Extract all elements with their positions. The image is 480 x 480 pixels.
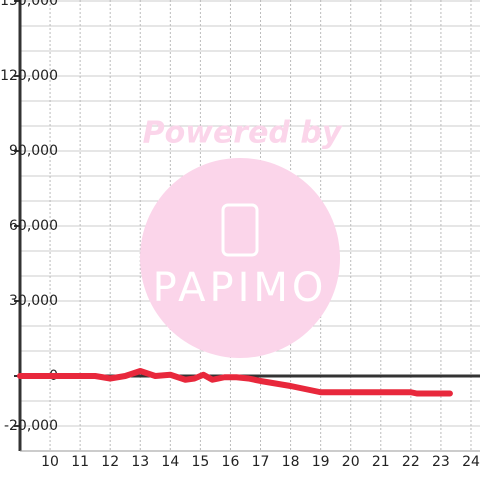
x-tick-label: 12 — [101, 454, 119, 470]
y-tick-label: 60,000 — [9, 218, 58, 234]
y-tick-label: 90,000 — [9, 143, 58, 159]
y-tick-label: 150,000 — [0, 0, 58, 9]
x-tick-label: 24 — [462, 454, 480, 470]
x-tick-label: 16 — [222, 454, 240, 470]
x-tick-label: 10 — [41, 454, 59, 470]
x-tick-label: 21 — [372, 454, 390, 470]
y-tick-label: -20,000 — [4, 418, 58, 434]
x-tick-label: 11 — [71, 454, 89, 470]
x-tick-label: 22 — [402, 454, 420, 470]
x-tick-label: 14 — [161, 454, 179, 470]
y-tick-label: 30,000 — [9, 293, 58, 309]
watermark-icon — [221, 203, 259, 257]
x-tick-label: 19 — [312, 454, 330, 470]
watermark-text: PAPIMO — [153, 265, 328, 311]
line — [17, 368, 453, 397]
x-tick-label: 18 — [282, 454, 300, 470]
x-tick-label: 23 — [432, 454, 450, 470]
x-tick-label: 15 — [191, 454, 209, 470]
watermark-circle — [140, 158, 340, 358]
watermark-text: Powered by — [143, 116, 343, 151]
watermark: Powered by PAPIMO — [140, 116, 343, 358]
x-tick-label: 20 — [342, 454, 360, 470]
x-tick-label: 17 — [252, 454, 270, 470]
x-tick-label: 13 — [131, 454, 149, 470]
y-tick-label: 120,000 — [0, 68, 58, 84]
